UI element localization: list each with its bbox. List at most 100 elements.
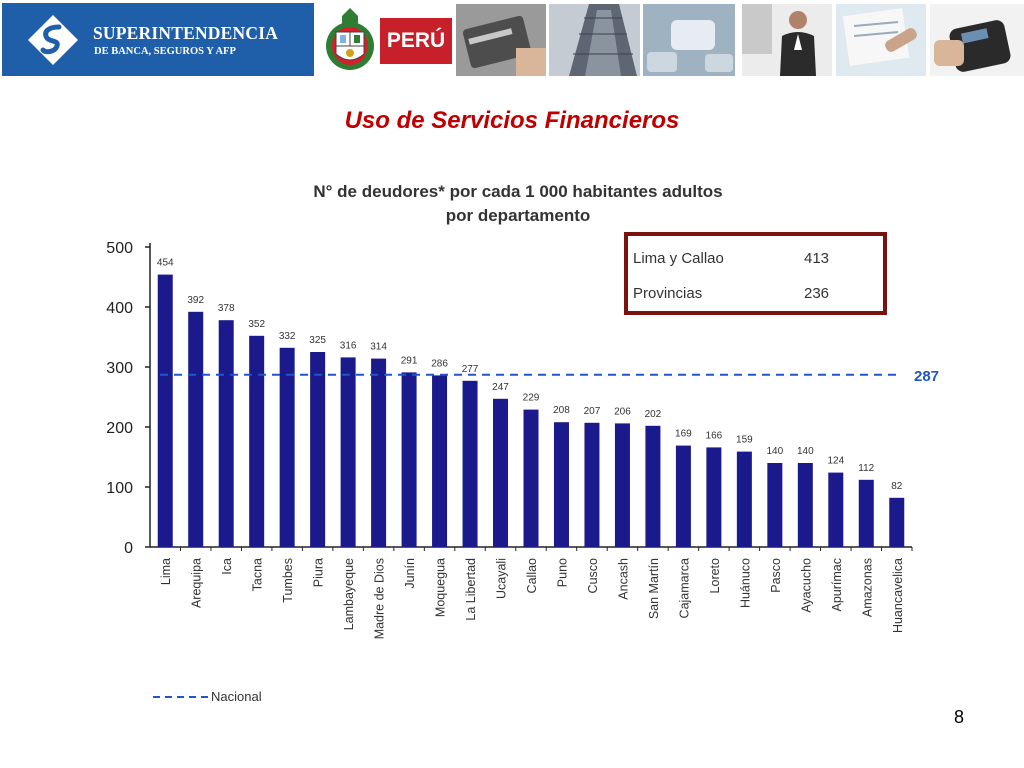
data-label: 208: [553, 405, 570, 416]
inset-border: [624, 232, 887, 315]
x-tick-label: Ica: [220, 558, 234, 575]
data-label: 352: [248, 319, 265, 330]
x-tick-label: Apurímac: [830, 558, 844, 612]
x-tick-label: Madre de Dios: [373, 558, 387, 639]
y-tick-label: 300: [106, 360, 133, 377]
bar: [767, 463, 783, 547]
data-label: 82: [891, 481, 903, 492]
y-tick-label: 100: [106, 480, 133, 497]
logo-title: SUPERINTENDENCIA: [93, 23, 279, 43]
sbs-diamond-icon: [28, 15, 78, 65]
x-tick-label: Loreto: [708, 558, 722, 593]
bar: [645, 425, 661, 547]
bar: [614, 423, 630, 547]
legend-label: Nacional: [211, 689, 262, 704]
data-label: 325: [309, 335, 326, 346]
bar: [340, 357, 356, 547]
data-label: 378: [218, 303, 235, 314]
x-tick-label: Cajamarca: [677, 558, 691, 618]
inset-row-value: 413: [804, 250, 829, 267]
data-label: 140: [797, 446, 814, 457]
bar: [858, 479, 874, 547]
card-terminal-photo: [930, 4, 1024, 76]
x-tick-labels: Lima Arequipa Ica Tacna Tumbes Piura Lambayequ…: [159, 558, 905, 639]
bar: [706, 447, 722, 547]
data-label: 247: [492, 382, 509, 393]
page-number: 8: [953, 707, 964, 727]
bar: [279, 347, 295, 547]
data-label: 159: [736, 435, 753, 446]
logo-subtitle: DE BANCA, SEGUROS Y AFP: [94, 46, 236, 57]
building-photo: [549, 4, 640, 76]
data-label: 454: [157, 258, 174, 269]
header-banner: SUPERINTENDENCIA DE BANCA, SEGUROS Y AFP…: [0, 0, 1024, 80]
inset-summary-table: Lima y Callao 413 Provincias 236: [624, 232, 887, 315]
data-label: 314: [370, 342, 387, 353]
chart-title: N° de deudores* por cada 1 000 habitante…: [313, 182, 722, 201]
reference-line: 287: [160, 368, 939, 385]
x-tick-label: Lambayeque: [342, 558, 356, 630]
signing-document-photo: [836, 4, 926, 76]
x-tick-label: Ucayali: [495, 558, 509, 599]
bar: [462, 380, 478, 547]
x-tick-label: Callao: [525, 558, 539, 593]
x-tick-label: Piura: [312, 558, 326, 587]
bar: [401, 372, 417, 547]
bar: [493, 398, 509, 547]
bar: [797, 463, 813, 547]
x-tick-label: Arequipa: [190, 558, 204, 608]
y-tick-label: 0: [124, 540, 133, 557]
bar: [553, 422, 569, 547]
inset-row-value: 236: [804, 285, 829, 302]
x-tick-label: Pasco: [769, 558, 783, 593]
data-label: 140: [766, 446, 783, 457]
bar: [432, 375, 448, 547]
x-tick-label: San Martín: [647, 558, 661, 619]
bar: [584, 422, 600, 547]
slide-title: Uso de Servicios Financieros: [344, 107, 680, 134]
data-label: 316: [340, 340, 357, 351]
y-tick-label: 200: [106, 420, 133, 437]
x-tick-label: Moquegua: [434, 558, 448, 617]
chart-subtitle: por departamento: [446, 206, 591, 225]
legend: Nacional: [153, 689, 262, 704]
x-tick-label: Lima: [159, 558, 173, 585]
bar: [157, 274, 173, 547]
reference-line-label: 287: [914, 368, 939, 385]
data-label: 286: [431, 358, 448, 369]
bar: [889, 497, 905, 547]
data-label: 206: [614, 406, 631, 417]
bar: [249, 335, 265, 547]
x-tick-label: Ancash: [616, 558, 630, 600]
inset-row-label: Lima y Callao: [633, 250, 724, 267]
data-label: 169: [675, 429, 692, 440]
data-label: 207: [584, 406, 601, 417]
x-tick-label: Puno: [555, 558, 569, 587]
bar: [675, 445, 691, 547]
inset-row-label: Provincias: [633, 285, 702, 302]
bar: [218, 320, 234, 547]
data-label: 332: [279, 331, 296, 342]
y-tick-label: 400: [106, 300, 133, 317]
x-tick-label: Huancavelica: [891, 558, 905, 633]
bar: [310, 352, 326, 547]
x-tick-label: Cusco: [586, 558, 600, 593]
x-tick-label: Ayacucho: [799, 558, 813, 613]
data-label: 124: [827, 456, 844, 467]
data-label: 166: [706, 430, 723, 441]
data-label: 277: [462, 364, 479, 375]
x-tick-label: Huánuco: [738, 558, 752, 608]
x-tick-label: La Libertad: [464, 558, 478, 621]
peru-coat-of-arms-icon: [326, 8, 374, 70]
bar: [828, 472, 844, 547]
data-label: 229: [523, 393, 540, 404]
bar: [371, 358, 387, 547]
x-tick-label: Junín: [403, 558, 417, 589]
bar: [736, 451, 752, 547]
x-tick-label: Amazonas: [860, 558, 874, 617]
y-tick-label: 500: [106, 240, 133, 257]
credit-card-photo: [456, 4, 546, 76]
x-tick-label: Tumbes: [281, 558, 295, 603]
data-label: 112: [858, 463, 874, 474]
